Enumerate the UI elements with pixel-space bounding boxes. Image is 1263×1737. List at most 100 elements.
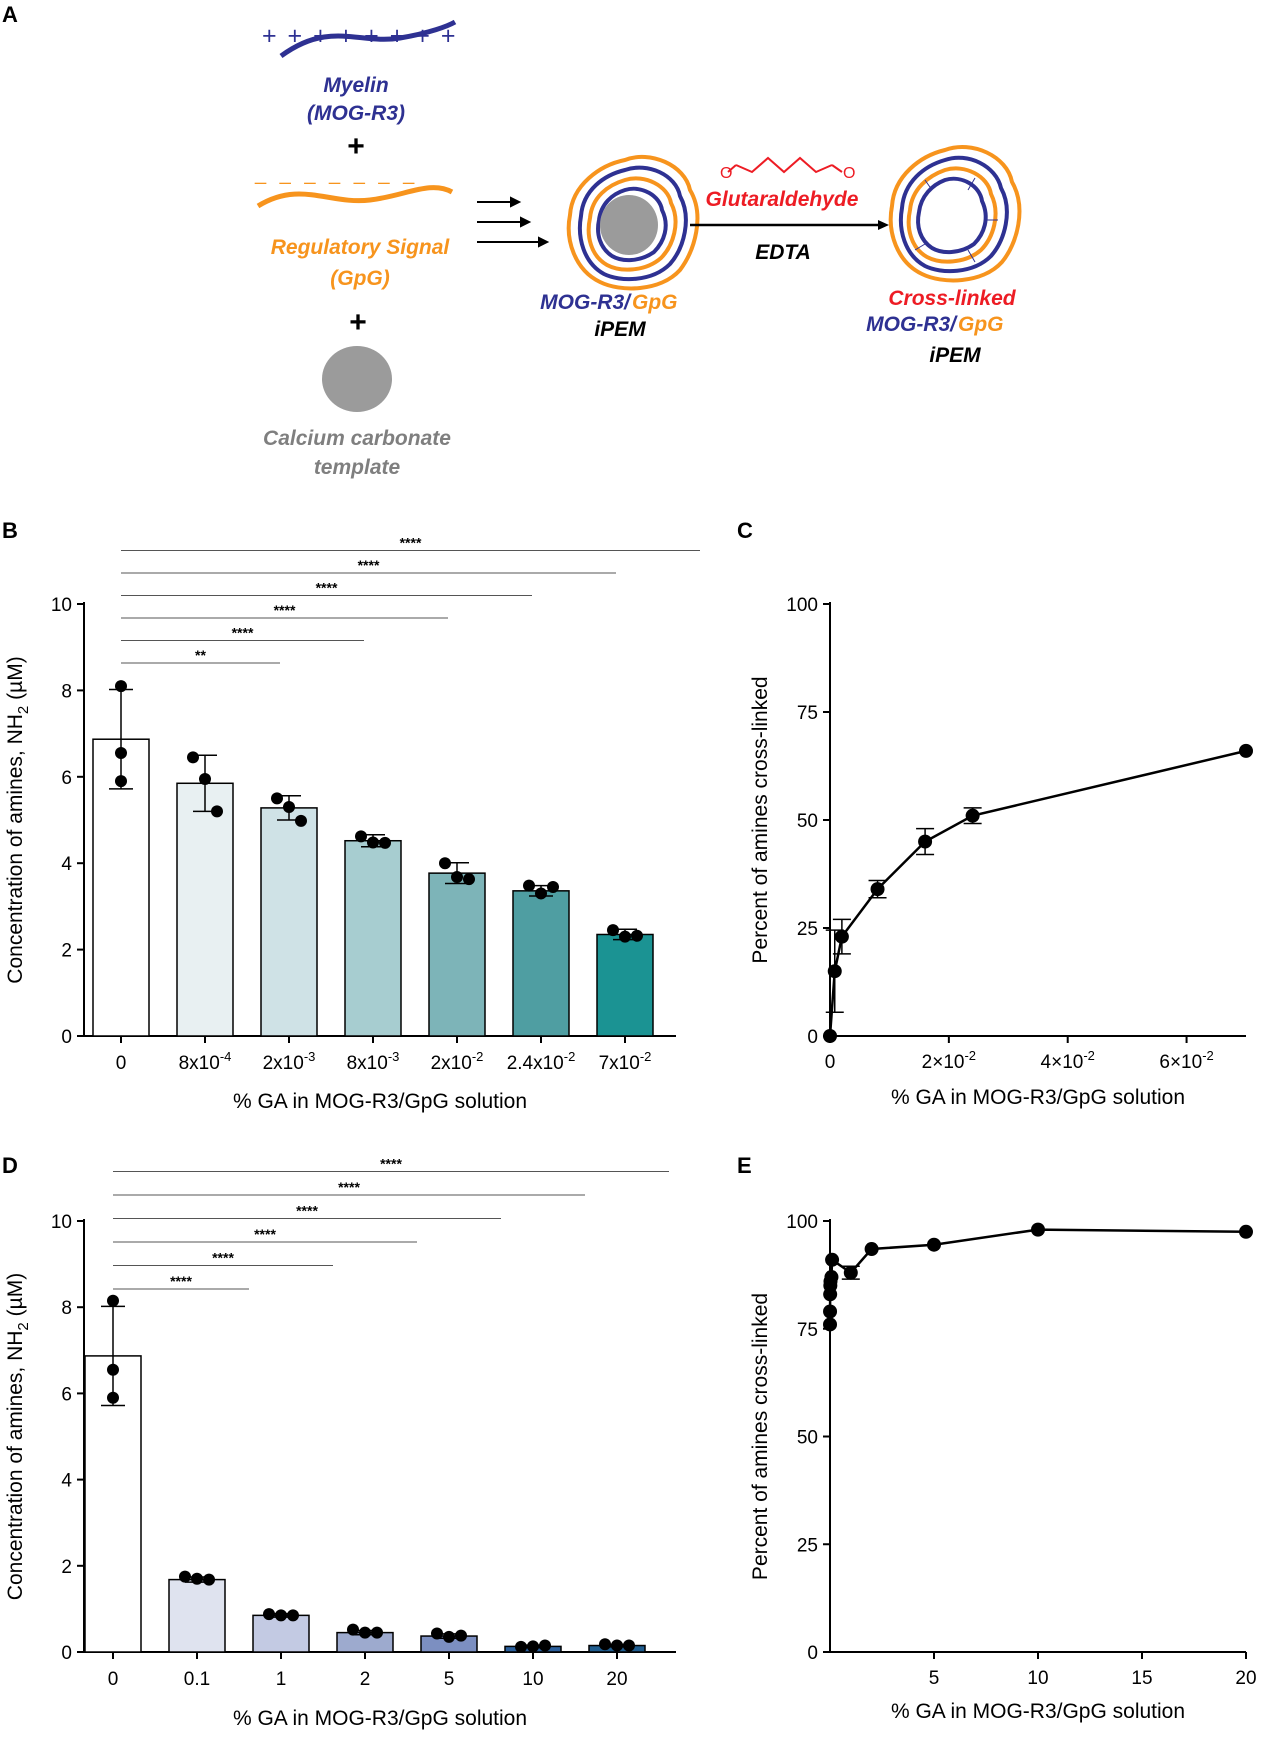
ipem1-label-orange: GpG	[632, 291, 678, 314]
y-tick-label: 2	[61, 941, 72, 962]
data-point	[927, 1237, 941, 1252]
bar-chart-d: 0 2 4 6 8 10 0 0.1 1 2 5 10 20 **** **** **** **** **** **…	[4, 1156, 676, 1730]
myelin-strand-icon	[279, 19, 457, 59]
data-point	[263, 1608, 275, 1621]
crosslinked-label: Cross-linked	[888, 287, 1016, 310]
data-point	[179, 1570, 191, 1583]
x-tick-label: 8x10-4	[179, 1049, 232, 1074]
data-point	[918, 834, 933, 849]
data-point	[607, 924, 619, 937]
regulatory-strand-icon	[256, 185, 454, 209]
x-tick-label: 2x10-2	[431, 1049, 484, 1074]
x-tick-label: 2	[360, 1669, 371, 1690]
x-tick-label: 0.1	[184, 1669, 210, 1690]
y-tick-label: 8	[61, 681, 72, 702]
ipem1-label-blue: MOG-R3/	[540, 291, 632, 314]
x-tick-label: 5	[444, 1669, 455, 1690]
y-tick-label: 6	[61, 768, 72, 789]
data-point	[275, 1609, 287, 1622]
line-chart-e: 0 25 50 75 100 5 10 15 20 Percent of amines cross…	[749, 1212, 1257, 1723]
y-tick-label: 50	[797, 811, 818, 832]
series-line	[828, 749, 1247, 1037]
data-point	[367, 836, 379, 849]
x-tick-label: 15	[1131, 1668, 1152, 1689]
bar	[428, 872, 486, 1037]
ipem2-label-blue: MOG-R3/	[866, 313, 958, 336]
significance-label: ****	[316, 580, 338, 596]
significance-label: ****	[380, 1156, 402, 1172]
bar	[260, 807, 318, 1037]
data-point	[599, 1638, 611, 1651]
y-axis-title: Percent of amines cross-linked	[749, 1293, 772, 1580]
y-tick-label: 2	[61, 1557, 72, 1578]
x-tick-label: 6×10-2	[1159, 1048, 1213, 1073]
panel-letter-c: C	[737, 518, 753, 543]
data-point	[347, 1623, 359, 1636]
x-tick-label: 20	[1235, 1668, 1256, 1689]
x-tick-label: 0	[116, 1053, 127, 1074]
plus-sign-2: +	[349, 306, 367, 339]
plus-sign-1: +	[347, 130, 365, 163]
line-chart-c: 0 25 50 75 100 0 2×10-2 4×10-2 6×10-2 Percent of …	[749, 595, 1253, 1109]
data-point	[823, 1304, 838, 1319]
y-tick-label: 4	[61, 854, 72, 875]
y-tick-label: 100	[786, 595, 818, 616]
data-point	[115, 680, 127, 693]
significance-label: ****	[358, 557, 380, 573]
x-tick-label: 0	[108, 1669, 119, 1690]
bar	[344, 839, 402, 1037]
data-point	[864, 1242, 879, 1257]
y-tick-label: 75	[797, 703, 818, 724]
data-point	[107, 1294, 119, 1307]
data-point	[211, 805, 223, 818]
data-point	[535, 887, 547, 900]
data-point	[287, 1609, 299, 1622]
data-point	[283, 801, 295, 814]
data-point	[451, 871, 463, 884]
reaction-arrowhead-icon	[878, 220, 889, 230]
y-tick-label: 4	[61, 1471, 72, 1492]
x-axis-title: % GA in MOG-R3/GpG solution	[233, 1090, 527, 1113]
panel-letter-e: E	[737, 1153, 752, 1178]
data-point	[1031, 1222, 1045, 1237]
data-point	[107, 1363, 119, 1376]
bar	[512, 890, 570, 1037]
y-tick-label: 0	[807, 1027, 818, 1048]
data-point	[527, 1640, 539, 1653]
data-point	[825, 1252, 840, 1267]
data-point	[443, 1630, 455, 1643]
data-point	[203, 1573, 215, 1586]
regulatory-sublabel: (GpG)	[330, 267, 389, 290]
x-tick-label: 20	[606, 1669, 627, 1690]
myelin-label: Myelin	[323, 74, 388, 97]
template-label: template	[314, 456, 401, 479]
data-point	[187, 751, 199, 764]
schematic-panel-a: A + + + + + + + + Myelin (MOG-R3) + _ _ …	[2, 2, 1022, 479]
significance-label: ****	[338, 1179, 360, 1195]
crosslinked-ipem-icon	[888, 144, 1022, 283]
x-tick-label: 10	[522, 1669, 543, 1690]
data-point	[355, 830, 367, 843]
data-point	[455, 1629, 467, 1642]
glutaraldehyde-molecule-icon	[727, 156, 843, 174]
aldehyde-oxygen-1: O	[720, 165, 732, 182]
ipem2-label-black: iPEM	[929, 344, 981, 367]
y-axis-title: Concentration of amines, NH2 (µM)	[4, 656, 32, 983]
x-axis-title: % GA in MOG-R3/GpG solution	[891, 1086, 1185, 1109]
x-axis-title: % GA in MOG-R3/GpG solution	[891, 1700, 1185, 1723]
bar-chart-b: 0 2 4 6 8 10 0 8x10-4 2x10-3 8x10-3 2x10-2 2.4x10-2…	[4, 535, 700, 1113]
calcium-label: Calcium carbonate	[263, 427, 451, 450]
x-tick-label: 8x10-3	[347, 1049, 400, 1074]
data-point	[295, 814, 307, 827]
bar	[168, 1578, 226, 1653]
x-tick-label: 4×10-2	[1041, 1048, 1095, 1073]
y-tick-label: 50	[797, 1428, 818, 1449]
significance-label: ****	[212, 1250, 234, 1266]
data-point	[824, 1270, 839, 1285]
ipem1-label-black: iPEM	[594, 318, 646, 341]
significance-label: **	[195, 647, 206, 663]
y-tick-label: 10	[51, 1212, 72, 1233]
significance-label: ****	[232, 625, 254, 641]
significance-label: ****	[170, 1273, 192, 1289]
